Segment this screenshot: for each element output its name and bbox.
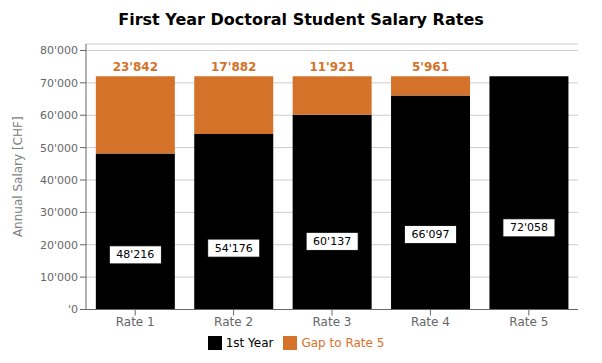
html-text:First Year Doctoral Student Sa: First Year Doctoral Student Salary Rates <box>118 10 484 29</box>
svg-text:80'000: 80'000 <box>40 44 78 57</box>
svg-text:60'137: 60'137 <box>313 235 351 248</box>
svg-text:50'000: 50'000 <box>40 142 78 155</box>
svg-text:20'000: 20'000 <box>40 239 78 252</box>
svg-text:Rate 3: Rate 3 <box>313 315 352 329</box>
svg-text:40'000: 40'000 <box>40 174 78 187</box>
svg-text:10'000: 10'000 <box>40 271 78 284</box>
svg-text:5'961: 5'961 <box>412 60 449 74</box>
svg-text:'0: '0 <box>68 303 78 316</box>
svg-text:Annual Salary [CHF]: Annual Salary [CHF] <box>11 116 25 237</box>
svg-text:Rate 4: Rate 4 <box>411 315 450 329</box>
html-text:1st Year: 1st Year <box>225 335 274 350</box>
svg-text:66'097: 66'097 <box>412 228 450 241</box>
svg-text:54'176: 54'176 <box>215 242 253 255</box>
svg-text:48'216: 48'216 <box>116 248 154 261</box>
svg-text:17'882: 17'882 <box>211 60 256 74</box>
svg-text:60'000: 60'000 <box>40 109 78 122</box>
svg-text:Rate 5: Rate 5 <box>509 315 548 329</box>
svg-text:Rate 1: Rate 1 <box>116 315 155 329</box>
svg-text:23'842: 23'842 <box>113 60 158 74</box>
svg-text:30'000: 30'000 <box>40 206 78 219</box>
html-text:Gap to Rate 5: Gap to Rate 5 <box>301 335 385 350</box>
svg-text:11'921: 11'921 <box>309 60 354 74</box>
svg-text:72'058: 72'058 <box>510 221 548 234</box>
svg-text:70'000: 70'000 <box>40 77 78 90</box>
svg-text:Rate 2: Rate 2 <box>214 315 253 329</box>
